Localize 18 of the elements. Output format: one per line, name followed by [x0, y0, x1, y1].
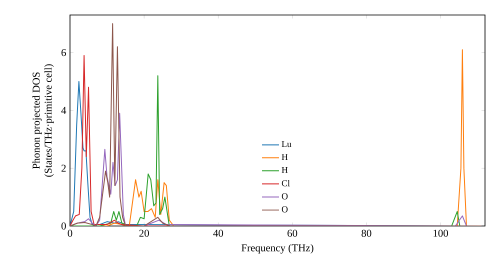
y-tick-label: 6: [62, 49, 66, 56]
y-tick-label: 2: [62, 164, 66, 172]
legend-label: O: [282, 193, 288, 200]
y-axis-title: Phonon projected DOS (States/THz·primitive cell): [32, 64, 54, 177]
x-axis-title: Frequency (THz): [242, 244, 314, 254]
x-tick-label: 100: [434, 230, 448, 237]
legend-label: O: [282, 206, 288, 212]
x-tick-label: 0: [68, 230, 72, 237]
x-tick-label: 60: [288, 230, 298, 237]
legend-label: H: [282, 167, 288, 173]
x-tick-label: 80: [362, 230, 372, 237]
legend-label: Cl: [282, 180, 290, 186]
y-tick-label: 0: [61, 222, 66, 230]
x-tick-label: 40: [213, 230, 224, 237]
x-tick-label: 20: [139, 230, 149, 237]
legend-label: Lu: [282, 141, 292, 148]
legend-label: H: [282, 154, 288, 160]
y-tick-label: 4: [61, 106, 66, 114]
